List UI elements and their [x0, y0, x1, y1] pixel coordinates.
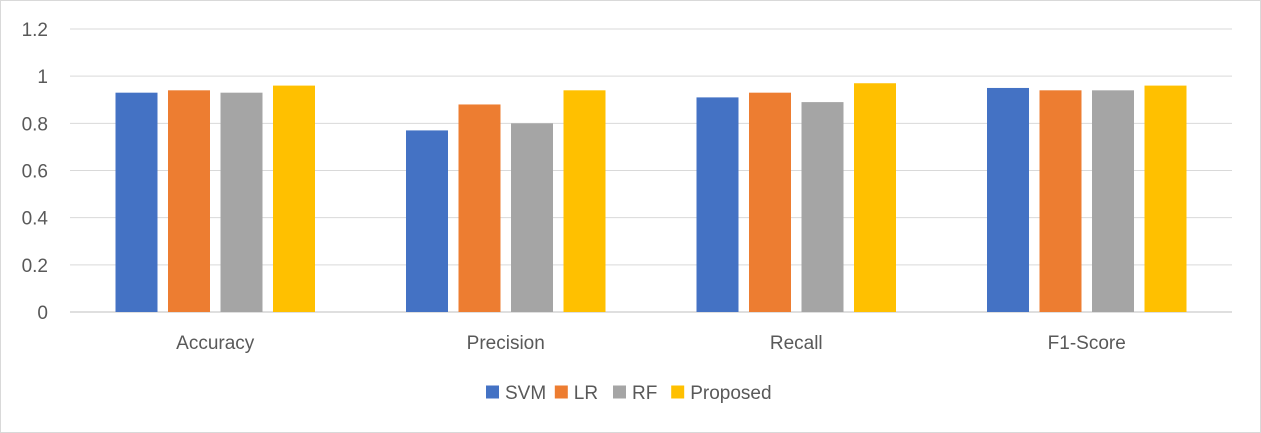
x-tick-label: F1-Score: [1048, 333, 1126, 354]
bar-proposed-recall: [854, 83, 896, 312]
bar-rf-recall: [801, 102, 844, 312]
x-tick-label: Precision: [467, 333, 545, 354]
legend-swatch: [554, 385, 568, 399]
y-tick-label: 0.8: [22, 114, 48, 135]
legend-swatch: [613, 385, 626, 399]
bar-rf-f1-score: [1092, 90, 1134, 312]
y-axis-tick-labels: 0 0.2 0.4 0.6 0.8 1 1.2: [22, 20, 49, 324]
y-tick-label: 0.2: [22, 256, 48, 277]
bar-rf-precision: [511, 123, 553, 312]
legend-label: LR: [574, 383, 598, 404]
y-tick-label: 0: [37, 303, 48, 324]
legend-swatch: [486, 385, 499, 399]
gridlines: [70, 28, 1232, 313]
bar-proposed-precision: [563, 90, 606, 312]
legend[interactable]: SVM LR RF Proposed: [486, 383, 772, 404]
legend-item-lr[interactable]: LR: [554, 383, 598, 404]
legend-label: SVM: [505, 383, 546, 404]
bar-proposed-f1-score: [1144, 85, 1187, 312]
legend-label: Proposed: [690, 383, 771, 404]
bar-svm-f1-score: [987, 87, 1029, 312]
bar-svm-recall: [696, 97, 739, 313]
bar-svm-precision: [406, 130, 448, 312]
y-tick-label: 0.6: [22, 162, 48, 183]
bar-rf-accuracy: [220, 92, 263, 312]
y-tick-label: 1.2: [22, 20, 48, 41]
y-tick-label: 1: [37, 67, 48, 88]
legend-item-proposed[interactable]: Proposed: [671, 383, 772, 404]
legend-swatch: [671, 385, 685, 399]
legend-label: RF: [632, 383, 657, 404]
bar-lr-f1-score: [1039, 90, 1082, 312]
bar-svm-accuracy: [115, 92, 158, 312]
bar-lr-accuracy: [168, 90, 210, 312]
bars: [115, 83, 1187, 313]
bar-proposed-accuracy: [273, 85, 315, 312]
x-tick-label: Recall: [770, 333, 823, 354]
y-tick-label: 0.4: [22, 209, 49, 230]
legend-item-rf[interactable]: RF: [613, 383, 657, 404]
x-tick-label: Accuracy: [176, 333, 255, 354]
legend-item-svm[interactable]: SVM: [486, 383, 546, 404]
bar-lr-recall: [749, 92, 791, 312]
x-axis-tick-labels: Accuracy Precision Recall F1-Score: [176, 333, 1126, 354]
bar-lr-precision: [458, 104, 501, 312]
